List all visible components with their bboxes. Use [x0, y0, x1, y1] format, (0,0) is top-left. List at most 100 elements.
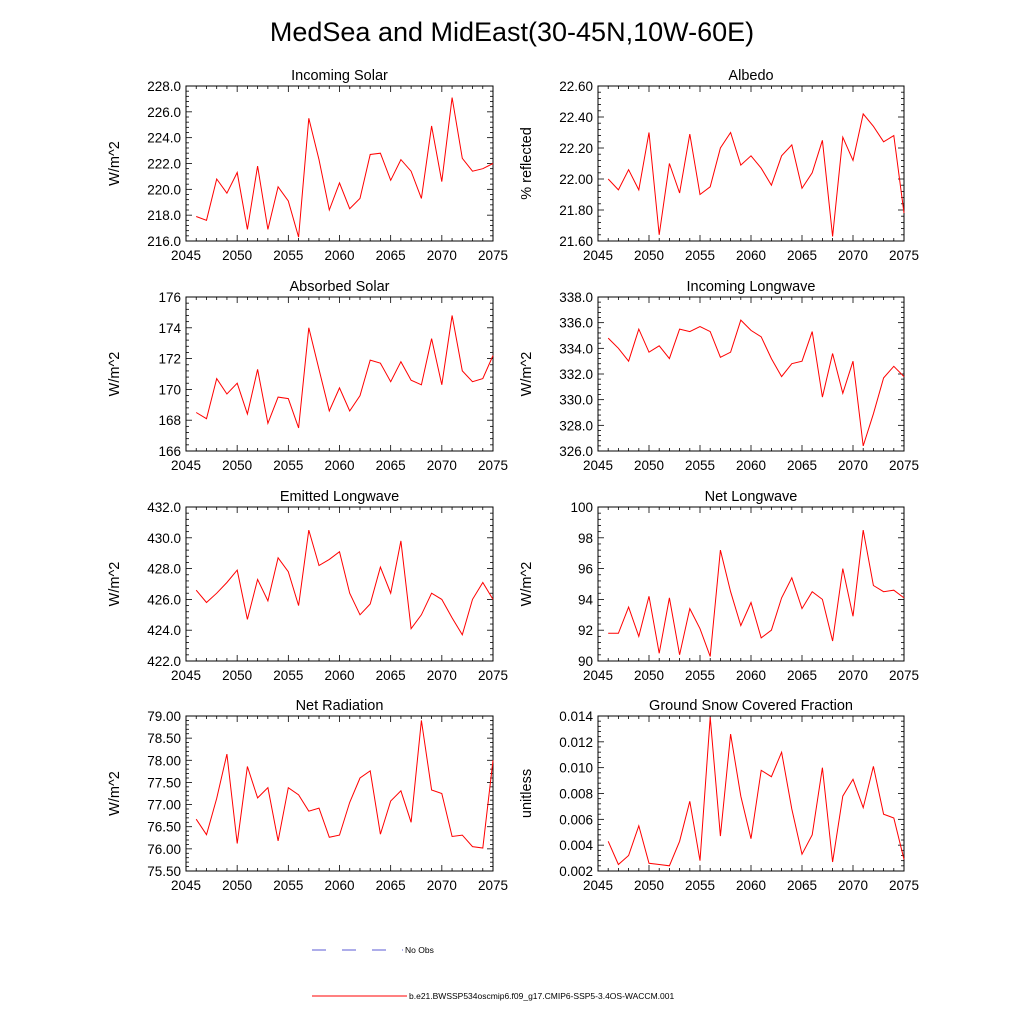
x-tick-label: 2055 [685, 668, 715, 683]
series-line-ground-snow-covered-fraction [607, 717, 905, 867]
y-tick-label: 422.0 [147, 654, 181, 669]
x-tick-label: 2075 [889, 878, 919, 893]
figure-title: MedSea and MidEast(30-45N,10W-60E) [270, 17, 754, 47]
y-tick-label: 170 [158, 382, 181, 397]
x-tick-label: 2065 [787, 878, 817, 893]
x-tick-label: 2070 [427, 668, 457, 683]
x-tick-label: 2055 [273, 878, 303, 893]
panel-title: Incoming Longwave [687, 279, 816, 295]
x-tick-label: 2045 [583, 668, 613, 683]
y-tick-label: 0.010 [559, 761, 593, 776]
x-tick-label: 2065 [787, 248, 817, 263]
panel-albedo: Albedo % reflected 2045 2050 2055 2060 2065 207… [519, 68, 919, 263]
x-tick-label: 2065 [376, 248, 406, 263]
plot-frame [185, 296, 494, 452]
x-tick-label: 2070 [838, 668, 868, 683]
y-tick-label: 176 [158, 290, 181, 305]
x-tick-label: 2045 [171, 878, 201, 893]
x-tick-label: 2050 [634, 248, 664, 263]
x-tick-label: 2075 [478, 248, 508, 263]
x-tick-label: 2075 [478, 878, 508, 893]
y-tick-label: 428.0 [147, 562, 181, 577]
x-tick-label: 2055 [273, 458, 303, 473]
series-line-absorbed-solar [195, 315, 494, 429]
y-tick-label: 79.00 [147, 709, 181, 724]
y-tick-label: 424.0 [147, 623, 181, 638]
legend-label-no-obs: No Obs [405, 945, 434, 955]
x-tick-label: 2055 [685, 878, 715, 893]
y-tick-label: 98 [578, 531, 593, 546]
x-tick-label: 2060 [736, 248, 766, 263]
y-axis-label: W/m^2 [519, 562, 535, 607]
x-tick-label: 2045 [171, 458, 201, 473]
y-axis-label: W/m^2 [107, 771, 123, 816]
x-tick-label: 2055 [273, 668, 303, 683]
y-axis-label: W/m^2 [107, 562, 123, 607]
y-tick-label: 78.00 [147, 753, 181, 768]
x-tick-label: 2065 [376, 878, 406, 893]
y-tick-label: 218.0 [147, 208, 181, 223]
x-tick-label: 2050 [222, 248, 252, 263]
y-tick-label: 336.0 [559, 316, 593, 331]
x-tick-label: 2060 [324, 458, 354, 473]
x-tick-label: 2045 [171, 248, 201, 263]
y-tick-label: 100 [570, 500, 593, 515]
x-tick-label: 2055 [685, 248, 715, 263]
panel-net-longwave: Net Longwave W/m^2 2045 2050 2055 2060 2065 207… [519, 489, 919, 683]
x-tick-label: 2055 [273, 248, 303, 263]
x-tick-label: 2075 [478, 458, 508, 473]
y-tick-label: 22.20 [559, 141, 593, 156]
x-tick-label: 2075 [478, 668, 508, 683]
y-tick-label: 222.0 [147, 157, 181, 172]
x-tick-label: 2045 [583, 878, 613, 893]
y-tick-label: 22.00 [559, 172, 593, 187]
plot-frame [185, 85, 494, 242]
y-axis-label: W/m^2 [107, 141, 123, 186]
x-tick-label: 2070 [427, 248, 457, 263]
panel-title: Incoming Solar [291, 68, 388, 84]
y-tick-label: 22.40 [559, 110, 593, 125]
legend-label-model-run: b.e21.BWSSP534oscmip6.f09_g17.CMIP6-SSP5… [409, 991, 674, 1001]
x-tick-label: 2065 [376, 668, 406, 683]
y-tick-label: 0.004 [559, 838, 593, 853]
y-tick-label: 338.0 [559, 290, 593, 305]
y-tick-label: 21.80 [559, 203, 593, 218]
y-tick-label: 226.0 [147, 105, 181, 120]
series-line-albedo [607, 112, 905, 237]
y-tick-label: 75.50 [147, 864, 181, 879]
y-tick-label: 0.006 [559, 812, 593, 827]
plot-frame [185, 506, 494, 662]
series-line-net-radiation [195, 720, 494, 849]
x-tick-label: 2050 [634, 878, 664, 893]
x-tick-label: 2075 [889, 248, 919, 263]
series-line-incoming-solar [196, 97, 494, 238]
y-tick-label: 224.0 [147, 131, 181, 146]
y-axis-label: % reflected [519, 127, 535, 200]
panel-title: Net Longwave [705, 489, 798, 505]
panel-title: Emitted Longwave [280, 489, 399, 505]
x-tick-label: 2075 [889, 458, 919, 473]
x-tick-label: 2070 [838, 878, 868, 893]
x-tick-label: 2060 [736, 878, 766, 893]
x-tick-label: 2050 [634, 458, 664, 473]
x-tick-label: 2065 [376, 458, 406, 473]
y-tick-label: 220.0 [147, 182, 181, 197]
x-tick-label: 2060 [736, 458, 766, 473]
series-line-emitted-longwave [195, 529, 494, 637]
y-tick-label: 94 [578, 592, 594, 607]
y-tick-label: 0.008 [559, 787, 593, 802]
panel-incoming-solar: Incoming Solar W/m^2 2045 2050 2055 2060 2065 2… [107, 68, 508, 263]
y-axis-label: W/m^2 [519, 352, 535, 397]
x-tick-label: 2050 [222, 458, 252, 473]
y-tick-label: 22.60 [559, 79, 593, 94]
y-tick-label: 172 [158, 352, 181, 367]
panel-title: Absorbed Solar [290, 279, 390, 295]
x-tick-label: 2060 [736, 668, 766, 683]
x-tick-label: 2070 [838, 248, 868, 263]
y-tick-label: 0.002 [559, 864, 593, 879]
y-tick-label: 96 [578, 562, 593, 577]
y-tick-label: 216.0 [147, 234, 181, 249]
y-tick-label: 76.50 [147, 820, 181, 835]
x-tick-label: 2065 [787, 668, 817, 683]
y-tick-label: 328.0 [559, 418, 593, 433]
